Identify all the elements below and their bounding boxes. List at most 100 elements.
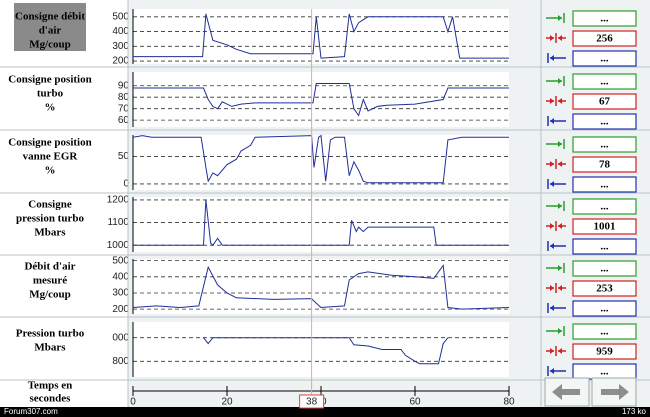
y-tick-label: 0 <box>123 179 129 190</box>
plot-area <box>133 197 509 252</box>
nav-next-arrow <box>601 384 629 400</box>
readout-value: ... <box>600 179 609 191</box>
selected-highlight <box>14 3 86 51</box>
readout-box <box>572 218 637 235</box>
y-tick-label: 60 <box>118 115 130 126</box>
readout-box <box>572 323 637 340</box>
icon-head <box>558 285 562 291</box>
readout-value: ... <box>600 76 609 88</box>
signal-line <box>132 264 510 310</box>
readout-value: ... <box>600 241 609 253</box>
readout-box <box>572 113 637 130</box>
x-tick-label: 0 <box>130 397 136 408</box>
status-left: Forum307.com <box>4 407 58 416</box>
icon-head <box>550 118 554 124</box>
row-label: Mg/coup <box>29 39 71 51</box>
icon-head <box>558 78 562 84</box>
icon-head <box>550 35 554 41</box>
readout-box <box>572 176 637 193</box>
y-tick-label: 50 <box>118 151 130 162</box>
y-tick-label: 200 <box>112 304 129 315</box>
icon-head <box>558 98 562 104</box>
icon-head <box>558 15 562 21</box>
icon-head <box>558 265 562 271</box>
status-right: 173 ko <box>622 407 647 416</box>
readout-box <box>572 198 637 215</box>
row-label: Mg/coup <box>29 289 71 301</box>
icon-head <box>550 305 554 311</box>
readout-box <box>572 300 637 317</box>
plot-area <box>133 322 509 377</box>
icon-head <box>550 348 554 354</box>
cursor-label: 38 <box>306 397 318 408</box>
y-tick-label: 400 <box>112 271 129 282</box>
y-tick-label: 400 <box>112 26 129 37</box>
readout-value: 78 <box>599 159 611 171</box>
icon-head <box>558 161 562 167</box>
readout-value: ... <box>600 139 609 151</box>
row-label: mesuré <box>33 275 67 287</box>
icon-head <box>550 98 554 104</box>
y-tick-label: 1000 <box>107 240 130 251</box>
status-bar <box>0 407 650 417</box>
readout-box <box>572 238 637 255</box>
readout-value: ... <box>600 366 609 378</box>
readout-box <box>572 156 637 173</box>
label-column <box>0 0 128 407</box>
readout-value: ... <box>600 263 609 275</box>
signal-line <box>203 337 449 365</box>
readout-value: ... <box>600 116 609 128</box>
icon-head <box>550 243 554 249</box>
readout-box <box>572 93 637 110</box>
y-tick-label: 300 <box>112 41 129 52</box>
icon-head <box>558 203 562 209</box>
y-tick-label: 90 <box>118 80 130 91</box>
y-tick-label: 200 <box>112 56 129 67</box>
icon-head <box>558 35 562 41</box>
readout-value: ... <box>600 53 609 65</box>
readout-value: ... <box>600 326 609 338</box>
x-tick-label: 60 <box>409 397 421 408</box>
row-label: Mbars <box>34 227 66 239</box>
row-label: Pression turbo <box>16 328 85 340</box>
readout-value: ... <box>600 13 609 25</box>
row-label: % <box>45 102 56 114</box>
y-tick-label: 1100 <box>107 217 129 228</box>
readout-value: 253 <box>596 283 613 295</box>
readout-box <box>572 10 637 27</box>
readout-value: 67 <box>599 96 611 108</box>
readout-value: 959 <box>596 346 613 358</box>
y-tick-label: 70 <box>118 103 130 114</box>
row-label: Consigne <box>28 199 72 211</box>
row-label: secondes <box>30 393 72 405</box>
row-label: % <box>45 165 56 177</box>
row-label: Débit d'air <box>24 261 75 273</box>
row-label: Consigne position <box>8 74 91 86</box>
x-tick-label: 80 <box>503 397 515 408</box>
readout-box <box>572 73 637 90</box>
icon-head <box>550 181 554 187</box>
readout-box <box>572 136 637 153</box>
icon-head <box>558 328 562 334</box>
plot-area <box>133 72 509 127</box>
icon-head <box>558 141 562 147</box>
y-tick-label: 800 <box>112 356 129 367</box>
icon-head <box>550 368 554 374</box>
row-label: Consigne débit <box>15 11 85 23</box>
signal-line <box>133 83 509 117</box>
row-label: vanne EGR <box>23 151 79 163</box>
signal-line <box>133 13 509 59</box>
readout-box <box>572 280 637 297</box>
readout-value: ... <box>600 201 609 213</box>
icon-head <box>558 348 562 354</box>
row-label: turbo <box>37 88 64 100</box>
cursor-box <box>299 394 325 409</box>
signal-line <box>133 199 509 246</box>
icon-head <box>550 161 554 167</box>
plot-area <box>133 135 509 190</box>
readout-box <box>572 50 637 67</box>
readout-box <box>572 30 637 47</box>
readout-value: ... <box>600 303 609 315</box>
x-tick-label: 20 <box>221 397 233 408</box>
